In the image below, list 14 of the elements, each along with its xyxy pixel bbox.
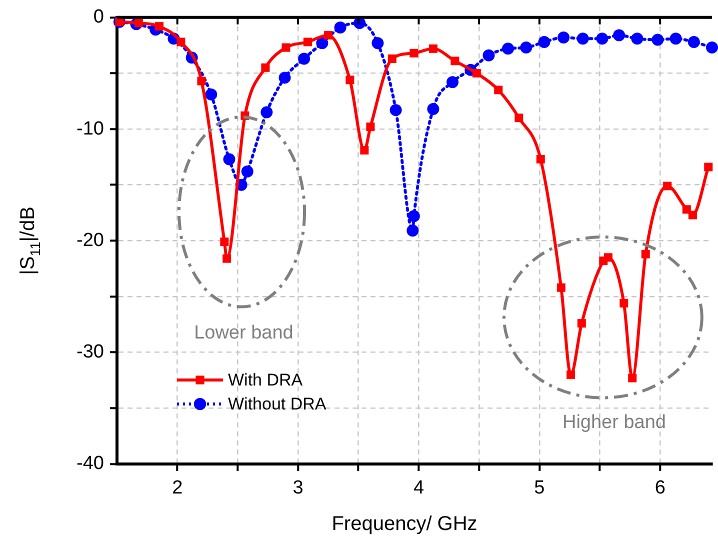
x-axis-title: Frequency/ GHz — [332, 513, 478, 535]
annotation: Higher band — [562, 412, 666, 434]
x-tick-label: 2 — [172, 478, 183, 499]
y-tick-label: -10 — [76, 118, 104, 140]
y-tick-label: 0 — [93, 6, 104, 28]
x-tick-label: 5 — [534, 478, 545, 499]
y-tick-label: -40 — [76, 453, 104, 474]
y-tick-label: -30 — [76, 342, 104, 363]
y-tick-label: -20 — [76, 230, 104, 251]
x-tick-label: 6 — [654, 478, 666, 499]
x-tick-label: 4 — [413, 478, 424, 499]
legend-label: Without DRA — [228, 394, 327, 414]
x-tick-label: 3 — [292, 478, 304, 499]
y-axis-title: |S11|/dB — [17, 206, 43, 275]
